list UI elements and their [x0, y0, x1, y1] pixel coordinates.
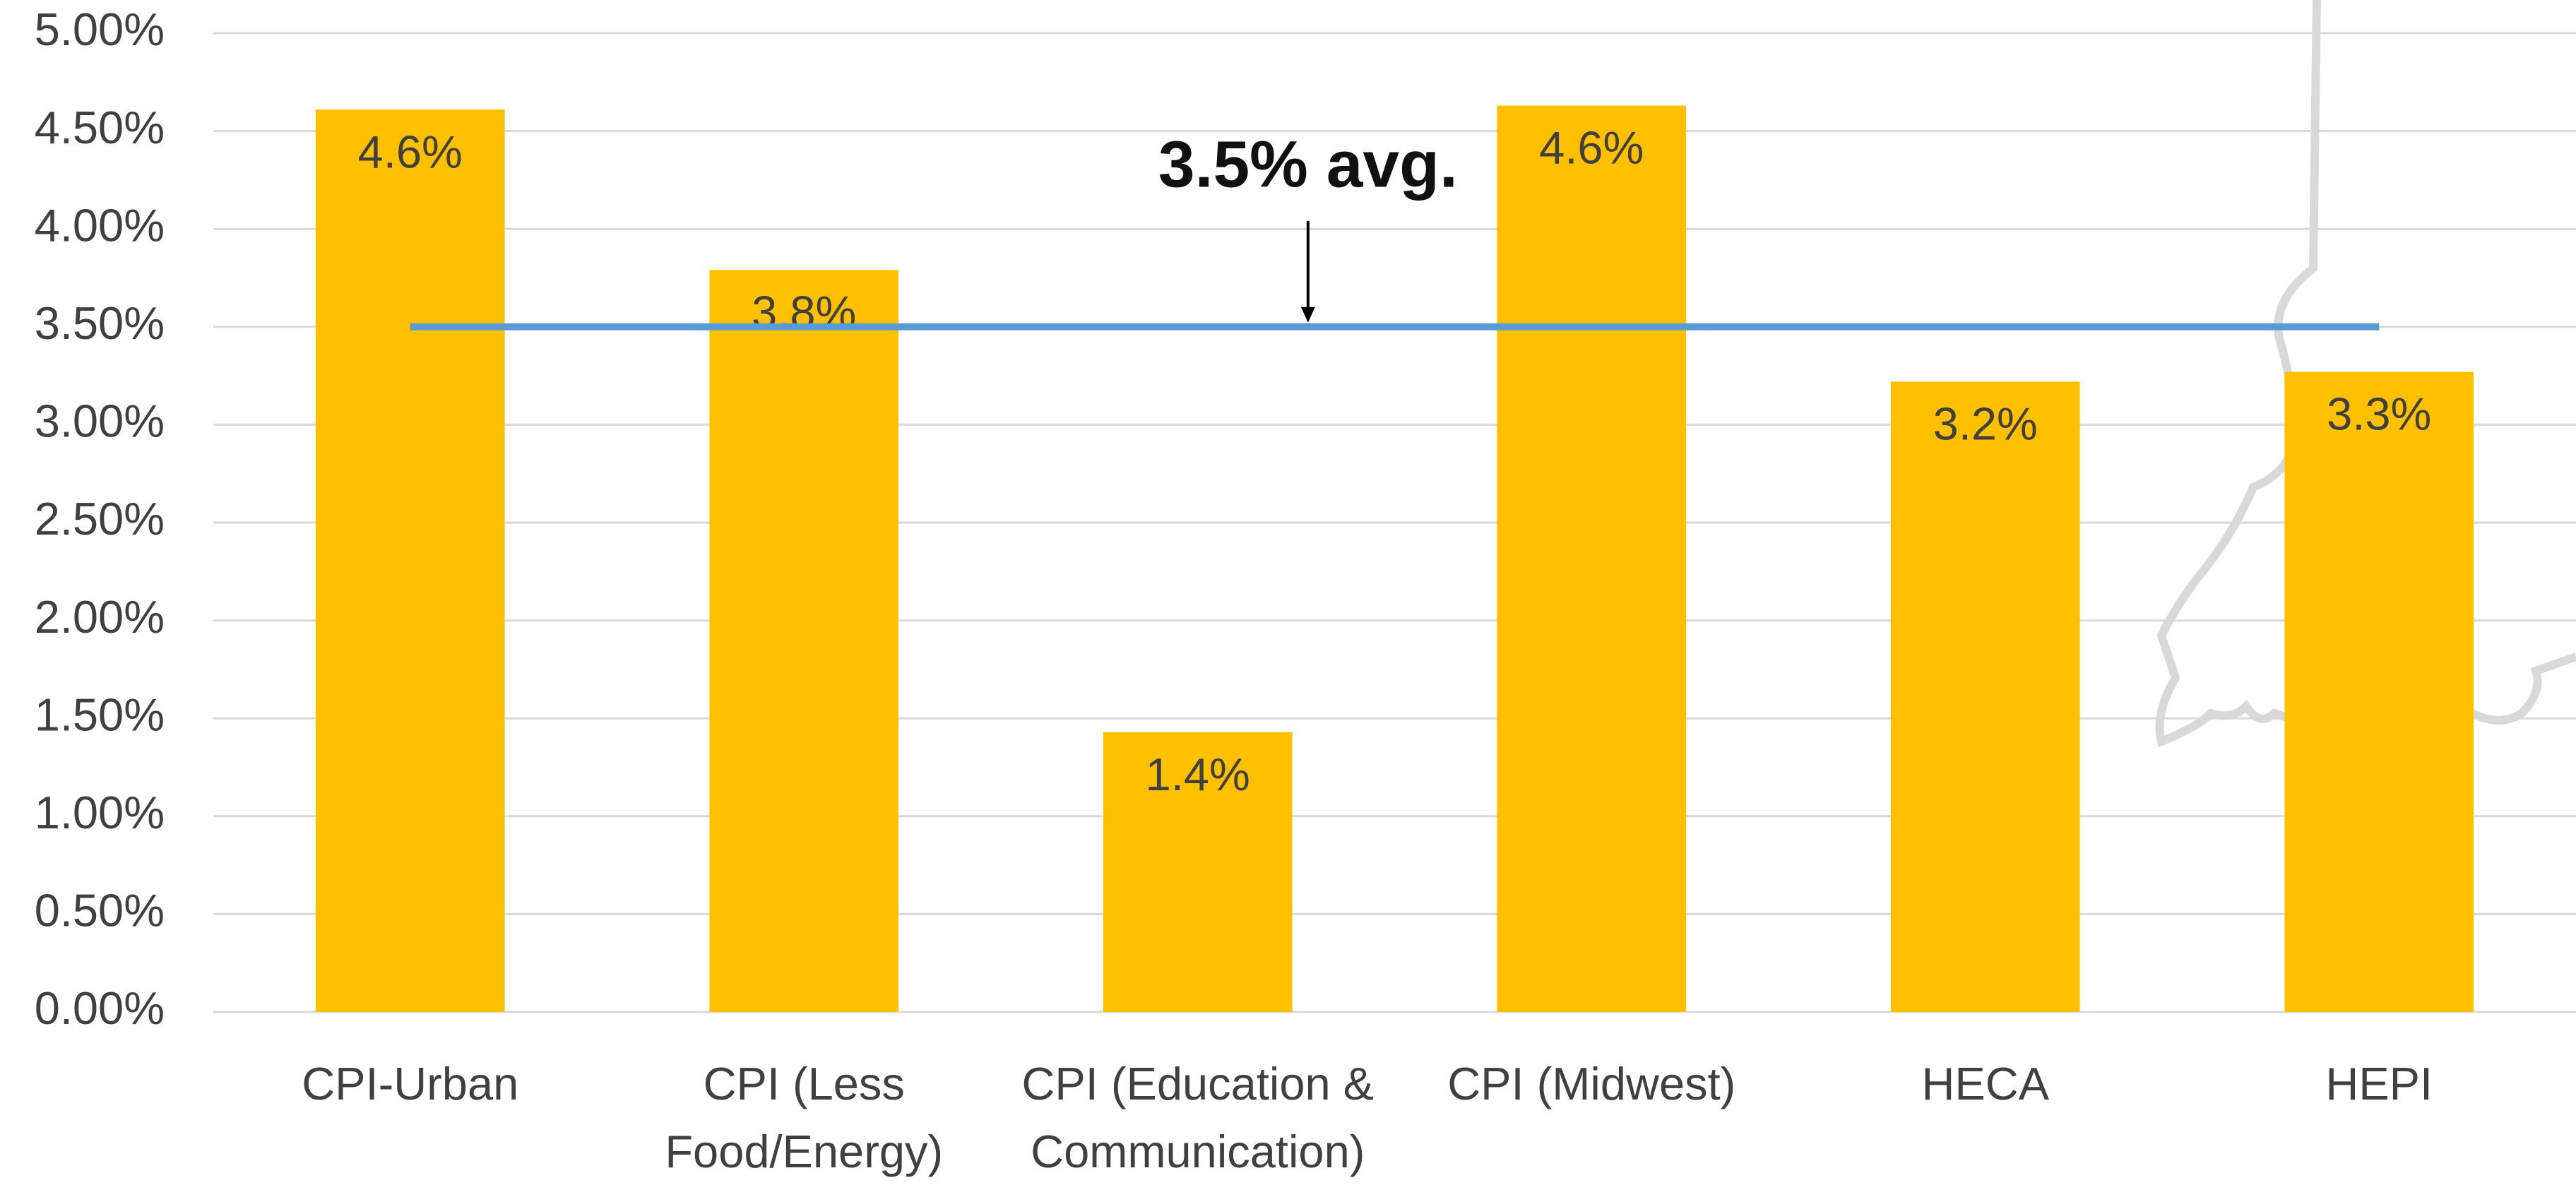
- y-tick-label: 3.50%: [35, 297, 165, 349]
- x-tick-label: CPI (Less Food/Energy): [665, 1058, 944, 1177]
- y-tick-label: 1.00%: [35, 787, 165, 838]
- annotation-arrowhead: [1300, 306, 1315, 323]
- y-tick-label: 1.50%: [35, 689, 165, 740]
- bar: [1497, 105, 1687, 1013]
- data-label: 3.2%: [1933, 398, 2038, 450]
- y-tick-label: 4.50%: [35, 102, 165, 153]
- x-tick-label: CPI-Urban: [302, 1058, 519, 1109]
- x-tick-label: CPI (Midwest): [1447, 1058, 1736, 1109]
- bar: [709, 270, 899, 1012]
- data-label: 4.6%: [1539, 122, 1644, 174]
- x-tick-label: CPI (Education & Communication): [1021, 1058, 1375, 1177]
- y-tick-label: 2.50%: [35, 493, 165, 544]
- data-label: 1.4%: [1146, 749, 1250, 800]
- x-tick-label: HEPI: [2325, 1058, 2433, 1109]
- data-label: 4.6%: [358, 126, 463, 177]
- y-tick-label: 0.50%: [35, 885, 165, 936]
- bar: [315, 109, 505, 1012]
- y-tick-label: 0.00%: [35, 982, 165, 1034]
- bar: [1890, 381, 2080, 1012]
- x-tick-label: HECA: [1921, 1058, 2050, 1109]
- y-tick-label: 2.00%: [35, 591, 165, 643]
- annotation: 3.5% avg.: [1158, 127, 1458, 201]
- bar: [2284, 371, 2474, 1012]
- y-tick-label: 3.00%: [35, 395, 165, 447]
- y-tick-label: 5.00%: [35, 4, 165, 55]
- bar: [1103, 732, 1293, 1012]
- y-tick-label: 4.00%: [35, 199, 165, 251]
- data-label: 3.3%: [2327, 388, 2431, 440]
